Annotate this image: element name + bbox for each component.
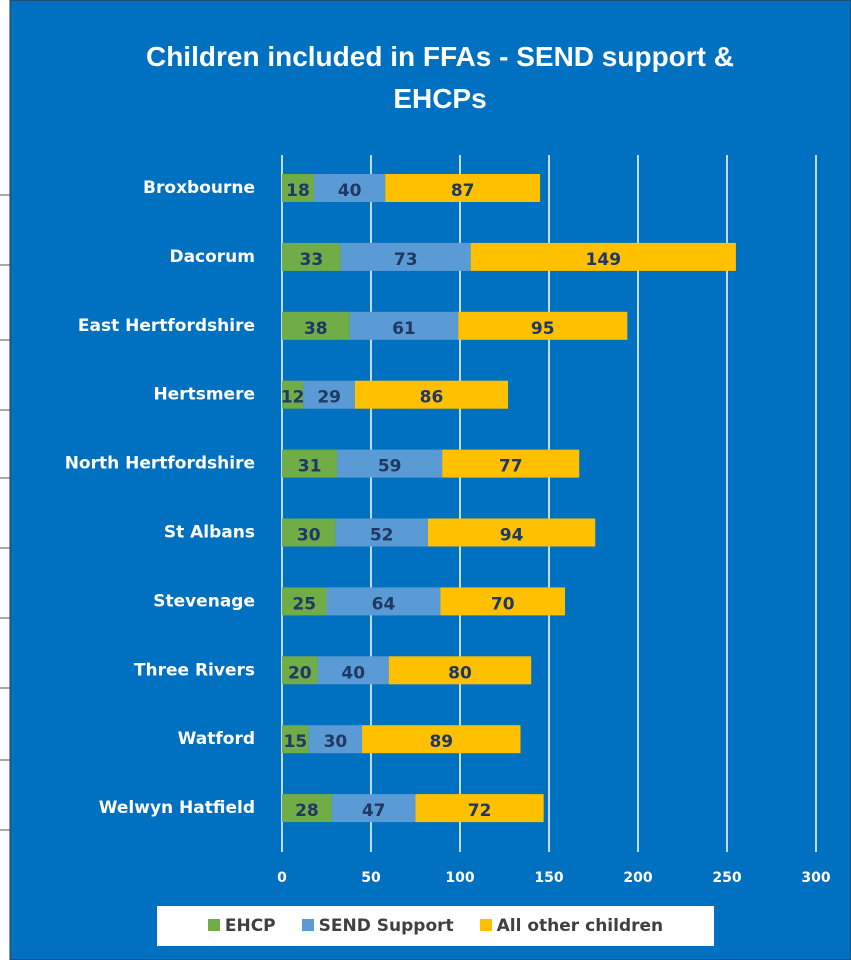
- data-label: 77: [499, 457, 523, 477]
- bar-segment: [282, 311, 350, 340]
- bar-segment: [440, 587, 566, 616]
- legend-item: EHCP: [207, 916, 276, 936]
- legend-swatch: [207, 919, 220, 931]
- data-label: 15: [284, 732, 308, 752]
- data-label: 89: [429, 732, 453, 752]
- bar-segment: [470, 242, 736, 271]
- data-label: 72: [468, 801, 492, 821]
- data-label: 12: [281, 388, 305, 408]
- bar-segment: [282, 449, 338, 478]
- data-label: 80: [448, 663, 472, 683]
- bar-segment: [282, 587, 327, 616]
- data-label: 149: [586, 250, 622, 270]
- chart-title: Children included in FFAs - SEND support…: [145, 41, 734, 114]
- bar-segment: [282, 725, 309, 754]
- bar-segment: [331, 794, 416, 823]
- data-label: 28: [295, 801, 319, 821]
- bar-segment: [335, 518, 428, 547]
- bar-segment: [282, 518, 336, 547]
- data-label: 30: [324, 732, 348, 752]
- bar-segment: [282, 242, 341, 271]
- bar-segment: [282, 174, 315, 202]
- x-tick-label: 250: [712, 870, 741, 886]
- data-label: 94: [500, 526, 524, 546]
- data-label: 47: [362, 801, 386, 821]
- y-tick-label: Three Rivers: [134, 660, 255, 680]
- data-label: 31: [298, 457, 322, 477]
- data-label: 70: [491, 594, 515, 614]
- data-label: 29: [317, 388, 341, 408]
- bar-segment: [337, 449, 443, 478]
- bar-segment: [415, 794, 544, 823]
- y-tick-label: St Albans: [164, 523, 255, 543]
- sheet-gridlines: [0, 194, 10, 831]
- data-label: 38: [304, 319, 328, 339]
- bar-segment: [326, 587, 441, 616]
- x-tick-label: 300: [801, 870, 830, 886]
- y-tick-label: Broxbourne: [143, 178, 255, 198]
- y-tick-label: North Hertfordshire: [65, 454, 255, 474]
- bar-segment: [458, 311, 628, 340]
- data-label: 30: [297, 526, 321, 546]
- data-label: 87: [451, 181, 475, 201]
- y-tick-label: Stevenage: [153, 591, 255, 611]
- data-label: 40: [341, 663, 365, 683]
- bar-segment: [308, 725, 363, 754]
- y-tick-label: Watford: [178, 729, 255, 749]
- bar-segment: [385, 174, 541, 202]
- data-label: 18: [286, 181, 310, 201]
- x-tick-label: 200: [623, 870, 652, 886]
- data-label: 20: [288, 663, 312, 683]
- data-label: 40: [338, 181, 362, 201]
- x-tick-label: 100: [445, 870, 474, 886]
- bar-segment: [349, 311, 459, 340]
- legend-swatch: [301, 919, 314, 931]
- data-label: 86: [420, 388, 444, 408]
- bar-segment: [388, 656, 532, 685]
- bar-segment: [303, 380, 355, 409]
- bar-segment: [282, 380, 304, 409]
- bar-segment: [282, 656, 318, 685]
- legend-item: SEND Support: [301, 916, 454, 936]
- legend: EHCP SEND Support All other children: [157, 906, 714, 946]
- bar-segment: [340, 242, 471, 271]
- data-label: 52: [370, 526, 394, 546]
- data-label: 33: [300, 250, 324, 270]
- data-label: 59: [378, 457, 402, 477]
- bar-segment: [442, 449, 580, 478]
- y-tick-label: Hertsmere: [153, 385, 255, 405]
- legend-label: SEND Support: [318, 916, 454, 936]
- data-label: 95: [531, 319, 555, 339]
- x-tick-label: 50: [361, 870, 381, 886]
- legend-label: All other children: [496, 916, 664, 936]
- legend-swatch: [479, 919, 492, 931]
- bar-segment: [282, 794, 332, 823]
- bar-segment: [314, 174, 386, 202]
- y-tick-label: Dacorum: [169, 247, 255, 267]
- legend-item: All other children: [479, 916, 664, 936]
- bar-segment: [317, 656, 389, 685]
- data-label: 61: [392, 319, 416, 339]
- legend-label: EHCP: [224, 916, 276, 936]
- bar-segment: [354, 380, 509, 409]
- data-label: 73: [394, 250, 418, 270]
- y-tick-label: Welwyn Hatfield: [99, 798, 255, 818]
- bar-segment: [427, 518, 596, 547]
- data-label: 64: [372, 594, 396, 614]
- x-tick-label: 150: [534, 870, 563, 886]
- data-label: 25: [292, 594, 316, 614]
- y-tick-label: East Hertfordshire: [78, 316, 255, 336]
- bar-segment: [362, 725, 521, 754]
- x-tick-label: 0: [277, 870, 287, 886]
